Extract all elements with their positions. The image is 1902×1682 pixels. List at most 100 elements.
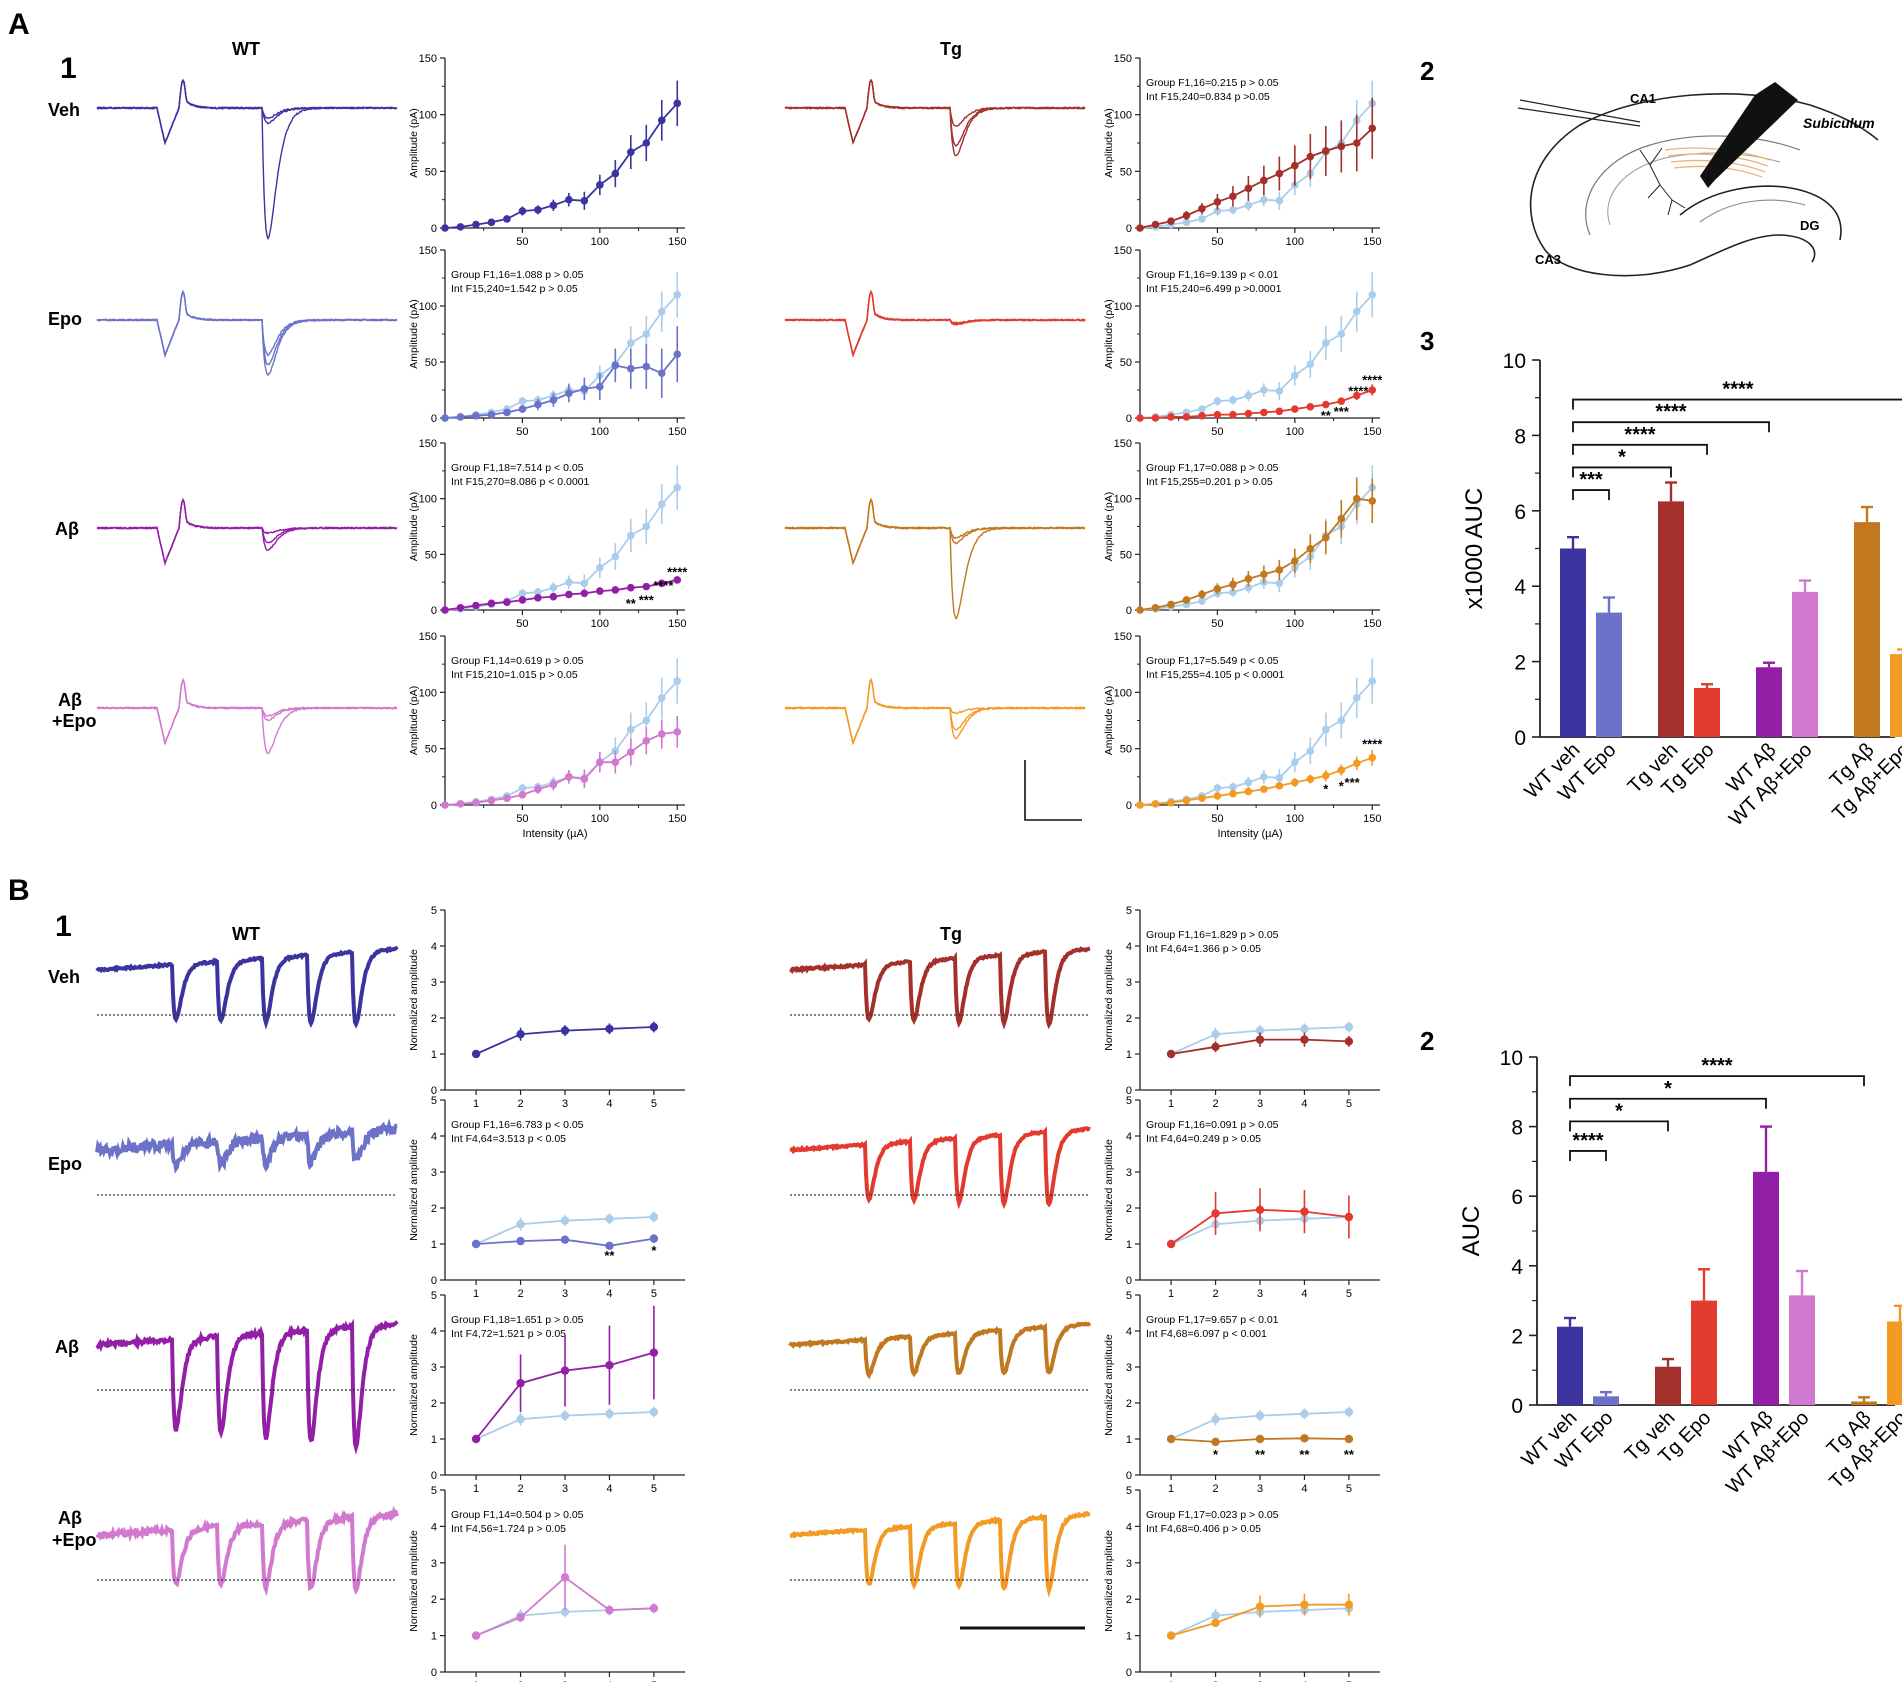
data-point [503, 794, 511, 803]
x-tick-label: 1 [473, 1098, 479, 1110]
x-tick-label: 2 [517, 1680, 523, 1682]
bar [1854, 522, 1880, 737]
stats-interaction: Int F15,240=6.499 p >0.0001 [1146, 283, 1282, 295]
significance-stars: *** [639, 592, 655, 607]
schematic-ca-curve [1544, 234, 1816, 277]
y-tick-label: 100 [419, 301, 437, 313]
data-point [1198, 597, 1206, 605]
data-point [1151, 800, 1160, 808]
stats-group: Group F1,16=1.829 p > 0.05 [1146, 929, 1279, 941]
data-point [1136, 606, 1144, 614]
panel-label-b: B [8, 874, 30, 907]
data-point [1260, 570, 1268, 579]
row-label-ab-a: Aβ [55, 519, 79, 539]
x-tick-label: 3 [562, 1680, 568, 1682]
data-point [1368, 677, 1377, 685]
data-point [1167, 413, 1175, 421]
data-point [605, 1409, 614, 1419]
stats-interaction: Int F15,210=1.015 p > 0.05 [451, 669, 578, 681]
data-point [472, 601, 480, 610]
evoked-trace [96, 289, 398, 377]
y-tick-label: 4 [1126, 941, 1132, 953]
y-tick-label: 50 [425, 166, 437, 178]
bar [1753, 1171, 1779, 1405]
x-tick-label: 3 [562, 1483, 568, 1495]
data-point [1337, 330, 1346, 338]
series-wt-epo [471, 1234, 659, 1251]
train-trace [788, 1321, 1092, 1391]
y-tick-label: 2 [1126, 1398, 1132, 1410]
data-point [549, 201, 558, 210]
significance-bracket [1572, 421, 1770, 433]
bar [1694, 687, 1720, 737]
y-axis-label: x1000 AUC [1461, 488, 1488, 609]
data-point [1291, 405, 1299, 413]
series-line [1139, 127, 1373, 229]
data-point [503, 598, 511, 607]
x-tick-label: 5 [1346, 1288, 1352, 1300]
data-point [1211, 1209, 1220, 1218]
x-tick-label: 5 [1346, 1098, 1352, 1110]
col-header-wt-a: WT [232, 39, 260, 59]
trace-sweep [96, 79, 398, 241]
significance-stars: * [1339, 778, 1345, 793]
y-tick-label: 4 [431, 1326, 437, 1338]
sub-label-b2: 2 [1420, 1026, 1434, 1056]
data-point [472, 411, 480, 420]
stats-group: Group F1,16=0.091 p > 0.05 [1146, 1119, 1279, 1131]
y-tick-label: 4 [1126, 1521, 1132, 1533]
data-point [1213, 397, 1222, 406]
significance-bracket [1569, 1150, 1607, 1161]
x-tick-label: 5 [651, 1098, 657, 1110]
schematic-outer-outline [1529, 93, 1879, 251]
data-point [565, 590, 573, 599]
data-point [516, 1379, 525, 1388]
chart-A1-WT-AbEpo: 0 50 100 150 50 100 150 Amplitude (pA) Intensity… [408, 631, 686, 840]
x-tick-label: 100 [591, 236, 609, 248]
series-line [444, 353, 678, 419]
data-point [596, 181, 604, 189]
y-tick-label: 0 [1126, 1085, 1132, 1097]
y-tick-label: 0 [1126, 1470, 1132, 1482]
data-point [549, 396, 558, 404]
y-tick-label: 1 [1126, 1049, 1132, 1061]
data-point [1255, 1434, 1265, 1444]
y-tick-label: 5 [1126, 1095, 1132, 1107]
data-point [627, 364, 635, 373]
y-tick-label: 0 [1126, 800, 1132, 812]
x-tick-label: 50 [1211, 426, 1223, 438]
data-point [471, 1239, 481, 1249]
data-point [1244, 409, 1253, 418]
schematic-label-dg: DG [1800, 218, 1820, 233]
data-point [657, 730, 666, 738]
stats-interaction: Int F15,255=4.105 p < 0.0001 [1146, 669, 1285, 681]
data-point [1368, 124, 1377, 133]
data-point [1275, 407, 1284, 416]
chart-B1-WT-Ab: 0 1 2 3 4 5 1 2 3 4 5 Normalized amplitude Group F1,… [408, 1290, 685, 1495]
data-point [1352, 694, 1361, 702]
data-point [1211, 1618, 1220, 1628]
x-tick-label: 2 [517, 1098, 523, 1110]
chart-B1-Tg-Epo: 0 1 2 3 4 5 1 2 3 4 5 Normalized amplitude Group F1,… [1103, 1095, 1380, 1300]
trace-sweep [784, 499, 1086, 566]
schematic-label-subiculum: Subiculum [1803, 115, 1875, 131]
data-point [649, 1604, 659, 1613]
evoked-trace [784, 78, 1086, 157]
significance-stars: ** [1299, 1447, 1310, 1462]
data-point [472, 798, 480, 807]
data-point [518, 596, 527, 604]
data-point [1229, 192, 1237, 201]
row-label-epo-a: Epo [48, 309, 82, 329]
data-point [503, 215, 511, 223]
y-tick-label: 8 [1514, 425, 1526, 448]
data-point [560, 1235, 570, 1244]
bar [1655, 1366, 1681, 1405]
significance-bracket [1572, 466, 1672, 478]
stats-group: Group F1,16=0.215 p > 0.05 [1146, 77, 1279, 89]
stats-interaction: Int F15,270=8.086 p < 0.0001 [451, 476, 590, 488]
trace-sweep [784, 497, 1086, 620]
data-point [1306, 403, 1315, 411]
data-point [560, 1216, 570, 1225]
data-point [1211, 1437, 1220, 1447]
